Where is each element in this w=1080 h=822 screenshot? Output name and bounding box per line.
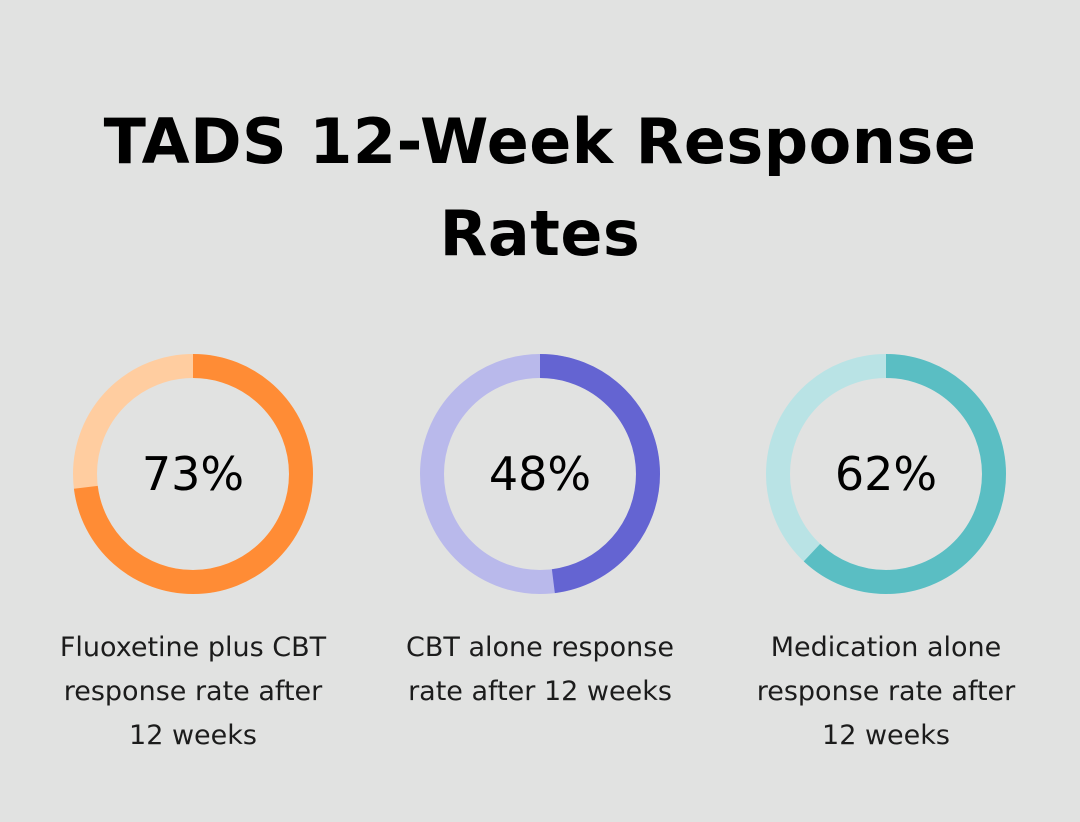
donut-ring [73,354,313,594]
donut-value-arc [420,354,660,594]
donut-value-arc [766,354,1006,594]
caption-fluoxetine-plus-cbt: Fluoxetine plus CBT response rate after … [59,632,327,751]
donut-ring [766,354,1006,594]
donut-fluoxetine-plus-cbt: 73% [73,354,313,594]
donut-value-label: 62% [834,447,938,501]
caption-medication-alone: Medication alone response rate after 12 … [756,632,1016,751]
donut-value-arc [73,354,313,594]
donut-medication-alone: 62% [766,354,1006,594]
donut-ring [420,354,660,594]
chart-title: TADS 12-Week Response Rates [103,105,977,270]
donut-value-label: 73% [141,447,245,501]
caption-cbt-alone: CBT alone response rate after 12 weeks [406,632,674,707]
donut-cbt-alone: 48% [420,354,660,594]
donut-value-label: 48% [488,447,592,501]
